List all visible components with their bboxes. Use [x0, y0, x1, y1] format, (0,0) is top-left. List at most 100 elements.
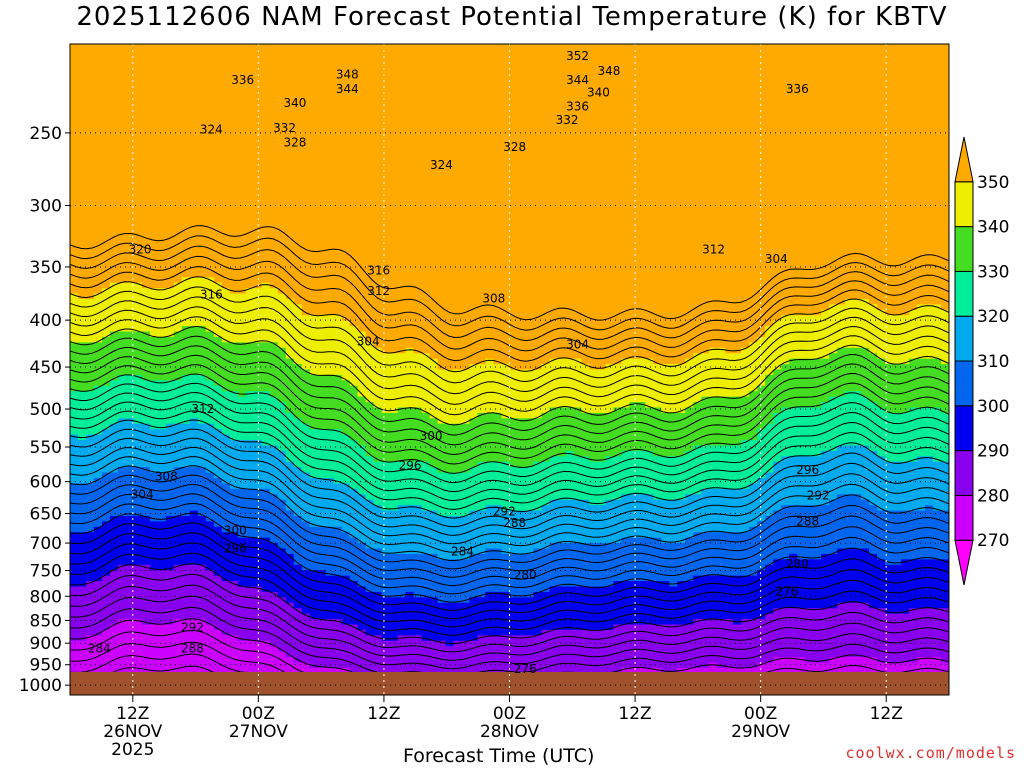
chart-title: 2025112606 NAM Forecast Potential Temper… [76, 2, 948, 32]
contour-label: 276 [775, 584, 798, 598]
isentrope-338 [70, 335, 949, 436]
y-tick-label: 900 [30, 634, 62, 654]
colorbar-band [954, 181, 974, 228]
y-tick-label: 800 [30, 587, 62, 607]
colorbar-band [954, 539, 974, 586]
contour-label: 312 [367, 284, 390, 298]
isentrope-356 [70, 245, 949, 342]
contour-label: 292 [493, 505, 516, 519]
contour-label: 340 [284, 96, 307, 110]
isentrope-324 [70, 401, 949, 502]
isentrope-344 [70, 306, 949, 405]
isentrope-272 [70, 665, 290, 695]
x-tick-label: 29NOV [731, 722, 790, 742]
contour-label: 296 [224, 542, 247, 556]
isentrope-314 [70, 446, 949, 545]
contour-label: 324 [200, 123, 223, 137]
colorbar-label: 330 [977, 262, 1009, 282]
isentrope-360 [70, 225, 949, 321]
colorbar-label: 350 [977, 173, 1009, 193]
contour-label: 296 [399, 458, 422, 472]
contour-label: 336 [566, 100, 589, 114]
ground-surface [70, 672, 949, 695]
isentrope-292 [70, 552, 949, 636]
isentrope-282 [70, 606, 949, 678]
colorbar-band [954, 360, 974, 407]
y-tick-label: 550 [30, 438, 62, 458]
contour-label: 352 [566, 49, 589, 63]
y-tick-label: 1000 [19, 676, 62, 696]
contour-label: 276 [514, 662, 537, 676]
colorbar-band [954, 315, 974, 362]
x-tick-label: 00Z [493, 704, 526, 724]
contour-label: 304 [131, 488, 154, 502]
x-tick-label: 26NOV [103, 722, 162, 742]
y-tick-label: 250 [30, 124, 62, 144]
contour-label: 312 [702, 242, 725, 256]
y-tick-label: 750 [30, 562, 62, 582]
isentrope-328 [70, 382, 949, 484]
x-tick-label: 27NOV [229, 722, 288, 742]
contour-label: 324 [430, 158, 453, 172]
contour-label: 284 [451, 545, 474, 559]
y-tick-label: 950 [30, 656, 62, 676]
contour-label: 348 [336, 68, 359, 82]
contour-label: 292 [807, 488, 830, 502]
y-tick-label: 600 [30, 473, 62, 493]
x-tick-label: 12Z [618, 704, 651, 724]
contour-label: 312 [191, 402, 214, 416]
colorbar-label: 280 [977, 486, 1009, 506]
isentrope-296 [70, 532, 949, 620]
colorbar-label: 300 [977, 397, 1009, 417]
isentrope-290 [70, 563, 949, 644]
y-tick-label: 450 [30, 358, 62, 378]
colorbar-band [954, 494, 974, 541]
colorbar-label: 290 [977, 442, 1009, 462]
x-tick-label: 12Z [870, 704, 903, 724]
y-tick-label: 300 [30, 197, 62, 217]
contour-label: 284 [88, 641, 111, 655]
contour-label: 296 [796, 463, 819, 477]
y-tick-label: 400 [30, 311, 62, 331]
x-tick-label: 12Z [367, 704, 400, 724]
isentrope-336 [70, 345, 949, 446]
contour-label: 348 [597, 64, 620, 78]
contour-label: 344 [336, 82, 359, 96]
contour-label: 328 [503, 140, 526, 154]
y-tick-label: 850 [30, 611, 62, 631]
contour-label: 332 [556, 113, 579, 127]
x-axis-title: Forecast Time (UTC) [403, 745, 595, 767]
contour-label: 280 [786, 557, 809, 571]
colorbar-band [954, 405, 974, 452]
contour-label: 336 [231, 73, 254, 87]
contour-label: 336 [786, 82, 809, 96]
y-tick-label: 350 [30, 258, 62, 278]
contour-label: 316 [367, 263, 390, 277]
colorbar-band [954, 226, 974, 272]
y-tick-label: 500 [30, 400, 62, 420]
colorbar-label: 320 [977, 307, 1009, 327]
isentrope-320 [70, 419, 949, 519]
credit-text: coolwx.com/models [845, 744, 1016, 762]
contour-label: 280 [514, 568, 537, 582]
isentrope-302 [70, 502, 949, 595]
contour-label: 308 [482, 292, 505, 306]
contour-label: 300 [224, 523, 247, 537]
x-tick-label: 12Z [116, 704, 149, 724]
contour-label: 304 [566, 337, 589, 351]
contour-label: 308 [155, 469, 178, 483]
contour-label: 328 [284, 135, 307, 149]
grid [70, 44, 949, 695]
isentrope-332 [70, 364, 949, 465]
colorbar-band [954, 270, 974, 317]
isentrope-310 [70, 465, 949, 562]
contour-label: 288 [503, 516, 526, 530]
isentrope-316 [70, 437, 949, 536]
isentrope-348 [70, 286, 949, 384]
contour-label: 288 [181, 641, 204, 655]
contour-label: 344 [566, 73, 589, 87]
y-tick-label: 650 [30, 505, 62, 525]
isentrope-300 [70, 512, 949, 603]
